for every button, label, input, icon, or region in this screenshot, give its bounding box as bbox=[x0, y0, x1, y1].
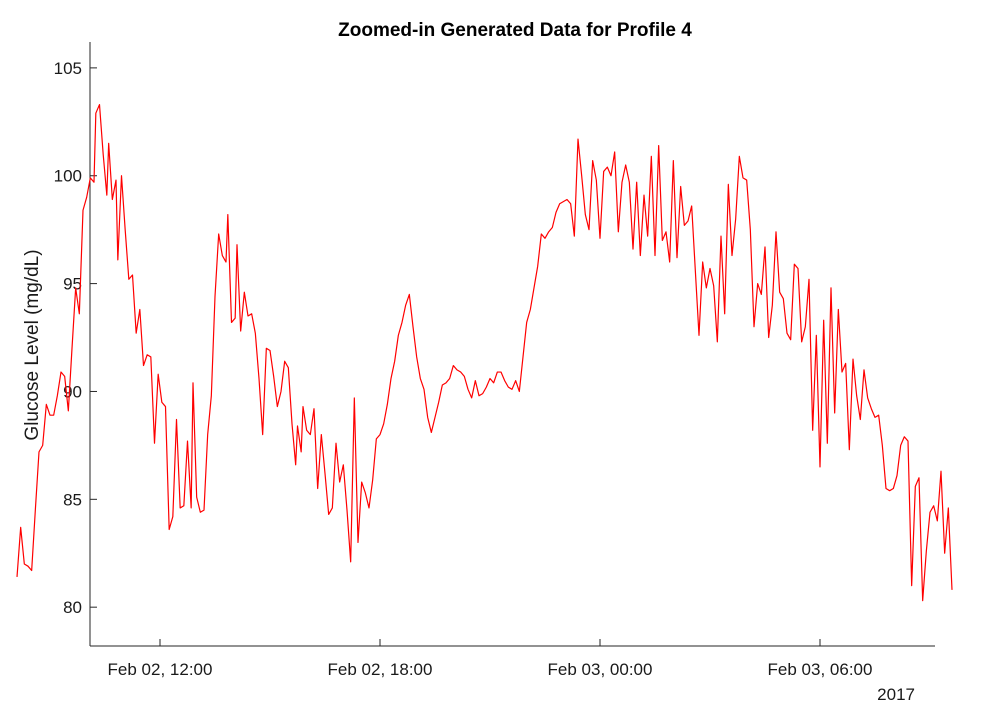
x-tick-label: Feb 03, 00:00 bbox=[548, 660, 653, 679]
y-tick-label: 80 bbox=[63, 598, 82, 617]
x-tick-label: Feb 03, 06:00 bbox=[768, 660, 873, 679]
y-tick-label: 85 bbox=[63, 490, 82, 509]
y-axis-label: Glucose Level (mg/dL) bbox=[22, 249, 43, 440]
series-line bbox=[16, 103, 953, 602]
chart-title: Zoomed-in Generated Data for Profile 4 bbox=[338, 20, 692, 41]
x-ticks: Feb 02, 12:00 Feb 02, 18:00 Feb 03, 00:00 F… bbox=[108, 639, 873, 679]
y-tick-label: 100 bbox=[54, 167, 82, 186]
y-ticks: 80 85 90 95 100 105 bbox=[54, 59, 97, 617]
y-tick-label: 105 bbox=[54, 59, 82, 78]
x-tick-label: Feb 02, 18:00 bbox=[328, 660, 433, 679]
x-axis-secondary-label: 2017 bbox=[877, 685, 915, 704]
series-layer bbox=[16, 103, 953, 602]
x-tick-label: Feb 02, 12:00 bbox=[108, 660, 213, 679]
y-tick-label: 95 bbox=[63, 275, 82, 294]
y-tick-label: 90 bbox=[63, 382, 82, 401]
